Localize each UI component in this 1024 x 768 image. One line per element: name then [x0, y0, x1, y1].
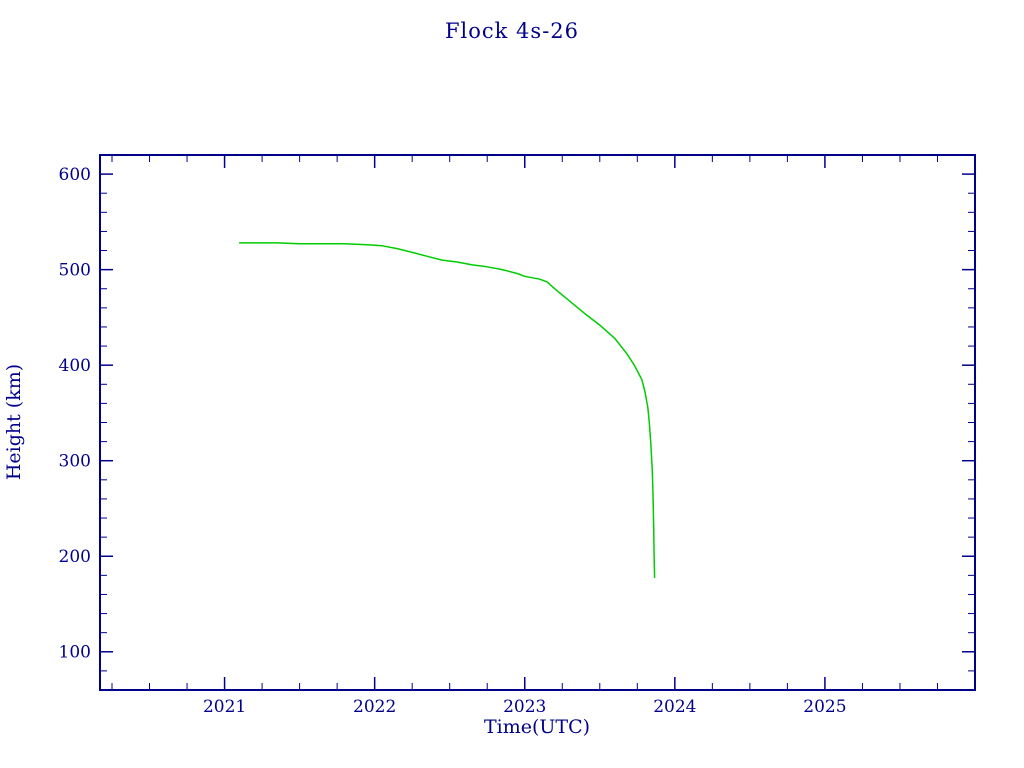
y-tick-label: 100: [59, 643, 91, 663]
data-line: [238, 242, 656, 579]
y-tick-label: 200: [59, 547, 91, 567]
plot-area: 2021 2022 2023 2024 2025 100 200 300 400 500 600: [59, 154, 976, 717]
y-tick-label: 400: [59, 356, 91, 376]
x-tick-label: 2024: [653, 697, 696, 717]
y-tick-label: 300: [59, 452, 91, 472]
y-tick-label: 600: [59, 165, 91, 185]
y-axis-title: Height (km): [3, 364, 25, 480]
page-title: Flock 4s-26: [445, 19, 579, 43]
x-axis-title: Time(UTC): [484, 716, 590, 738]
x-tick-label: 2023: [503, 697, 546, 717]
y-tick-label: 500: [59, 261, 91, 281]
x-tick-label: 2025: [803, 697, 846, 717]
x-tick-label: 2021: [203, 697, 246, 717]
plot-border: [99, 154, 976, 691]
x-tick-label: 2022: [353, 697, 396, 717]
